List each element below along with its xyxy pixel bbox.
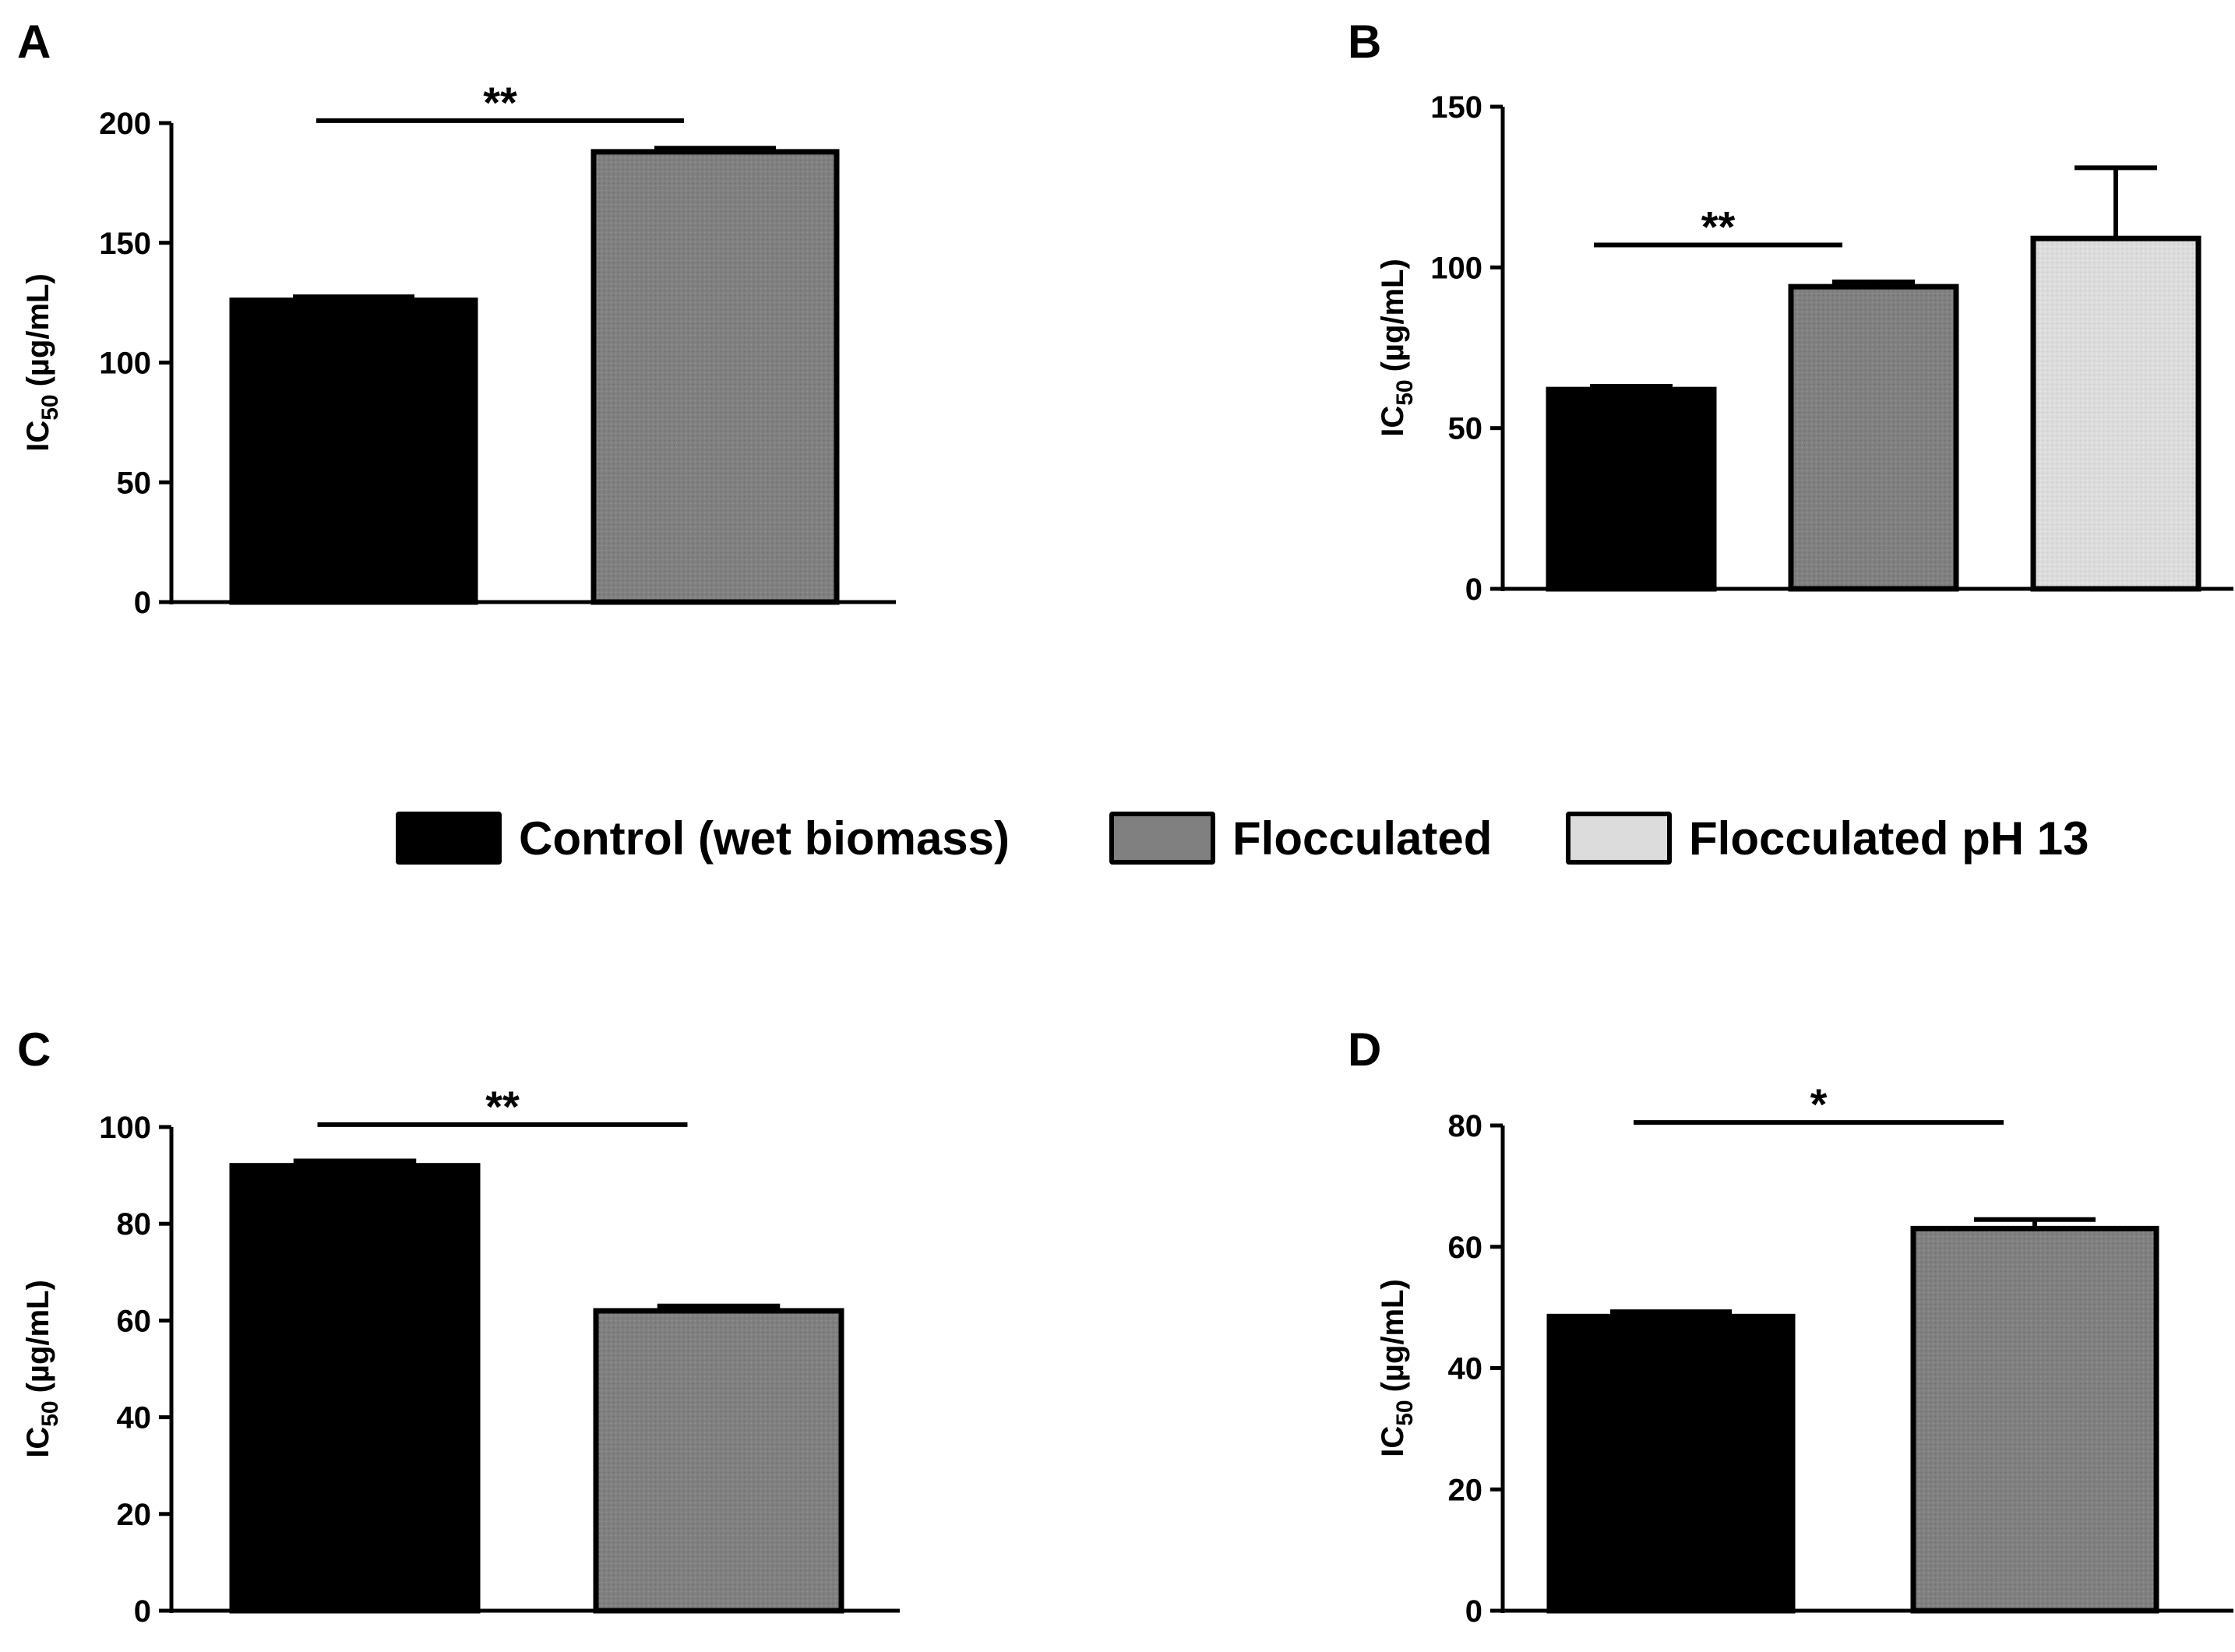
- panel-letter-c: C: [17, 1023, 51, 1076]
- bar-1: [229, 298, 478, 605]
- legend-entry-flocculated: Flocculated: [1109, 808, 1492, 868]
- y-axis-label-unit: (µg/mL): [21, 1280, 55, 1393]
- y-tick-label: 50: [1448, 412, 1483, 446]
- y-tick-label: 40: [117, 1401, 152, 1435]
- panel-letter-a: A: [17, 16, 51, 68]
- bar-2: [1788, 284, 1959, 592]
- bar-2: [593, 1308, 844, 1614]
- legend-swatch-flocculated-ph13: [1566, 812, 1672, 865]
- y-tick-label: 20: [117, 1498, 152, 1532]
- y-tick-label: 100: [99, 1111, 151, 1145]
- y-axis-label-main: IC: [21, 1427, 55, 1458]
- y-tick-label: 60: [117, 1304, 152, 1338]
- legend-label-control: Control (wet biomass): [519, 812, 1010, 865]
- legend-swatch-control: [396, 812, 502, 865]
- bar-1: [229, 1163, 481, 1614]
- panel-letter-b: B: [1348, 16, 1382, 68]
- legend-entry-control: Control (wet biomass): [396, 808, 1010, 868]
- y-tick-label: 0: [134, 1594, 151, 1629]
- significance-label: **: [485, 1082, 520, 1131]
- y-tick-label: 80: [117, 1207, 152, 1242]
- y-axis-label-unit: (µg/mL): [1376, 259, 1410, 372]
- y-tick-label: 40: [1448, 1352, 1483, 1386]
- y-axis-label: IC50 (µg/mL): [21, 273, 63, 452]
- legend: Control (wet biomass) Flocculated Floccu…: [0, 802, 2235, 872]
- y-tick-label: 100: [1430, 251, 1482, 285]
- y-axis-label-main: IC: [21, 421, 55, 452]
- y-tick-label: 200: [99, 107, 151, 141]
- y-tick-label: 0: [1465, 572, 1482, 607]
- y-axis-label-subscript: 50: [1392, 379, 1418, 405]
- significance-label: **: [483, 78, 517, 127]
- y-tick-label: 150: [99, 227, 151, 261]
- y-axis-label-main: IC: [1376, 1426, 1410, 1457]
- chart-panel-c: 0 20 40 60 80 100 IC50 (µg/mL) **: [21, 1082, 900, 1629]
- legend-label-flocculated: Flocculated: [1232, 812, 1493, 865]
- y-tick-label: 50: [117, 466, 152, 500]
- y-tick-label: 20: [1448, 1473, 1483, 1507]
- y-axis-label-subscript: 50: [37, 1400, 63, 1426]
- y-axis-label-subscript: 50: [1392, 1400, 1418, 1425]
- significance-label: **: [1701, 202, 1736, 251]
- y-tick-label: 150: [1430, 90, 1482, 125]
- y-tick-label: 80: [1448, 1109, 1483, 1143]
- chart-panel-d: 0 20 40 60 80 IC50 (µg/mL) *: [1376, 1080, 2233, 1629]
- y-tick-label: 0: [134, 586, 151, 620]
- y-axis-label: IC50 (µg/mL): [1376, 259, 1418, 437]
- y-axis-label: IC50 (µg/mL): [21, 1280, 63, 1458]
- legend-swatch-flocculated: [1109, 812, 1215, 865]
- bar-1: [1546, 386, 1717, 592]
- bar-2: [1910, 1225, 2159, 1614]
- panel-letter-d: D: [1348, 1023, 1382, 1076]
- y-tick-label: 0: [1465, 1594, 1482, 1629]
- bar-2: [590, 149, 840, 605]
- y-axis-label-unit: (µg/mL): [21, 273, 55, 386]
- y-tick-label: 60: [1448, 1231, 1483, 1265]
- y-axis-label-subscript: 50: [37, 394, 63, 420]
- y-tick-label: 100: [99, 347, 151, 381]
- y-axis-label: IC50 (µg/mL): [1376, 1279, 1418, 1457]
- legend-entry-flocculated-ph13: Flocculated pH 13: [1566, 808, 2089, 868]
- bar-3: [2030, 235, 2202, 592]
- bar-1: [1546, 1313, 1796, 1614]
- y-axis-label-unit: (µg/mL): [1376, 1279, 1410, 1392]
- significance-label: *: [1810, 1080, 1828, 1129]
- legend-label-flocculated-ph13: Flocculated pH 13: [1689, 812, 2089, 865]
- y-axis-label-main: IC: [1376, 406, 1410, 437]
